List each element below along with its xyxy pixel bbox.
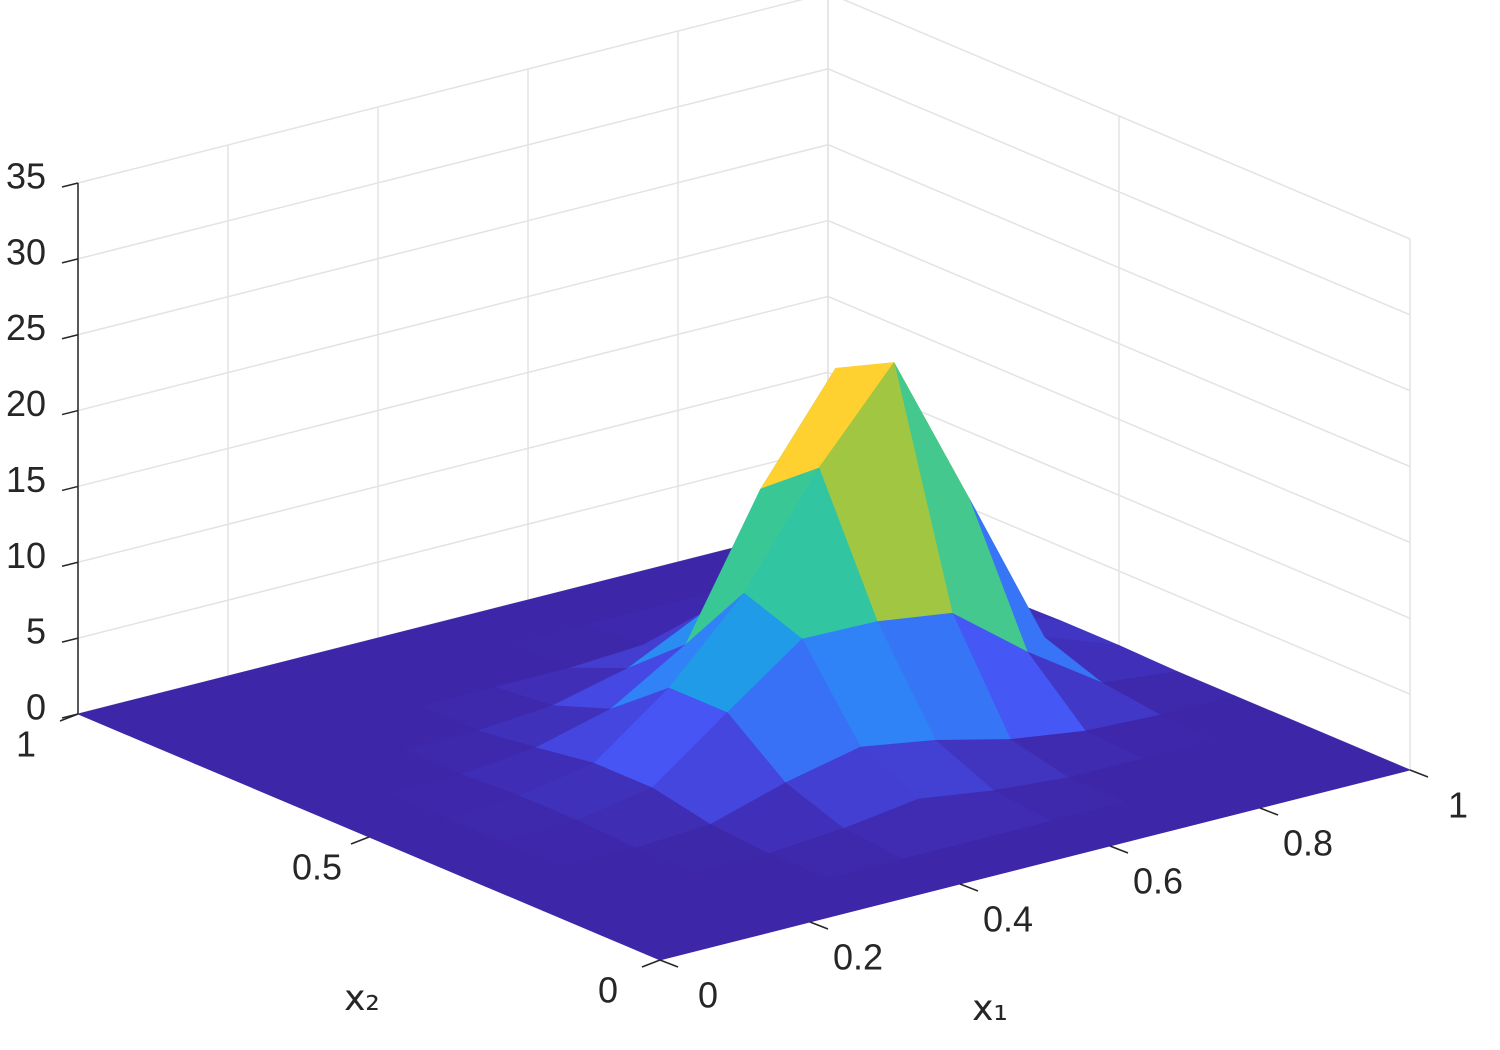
tick-mark xyxy=(61,637,79,643)
tick-mark xyxy=(59,713,79,722)
tick-mark xyxy=(1409,769,1429,778)
grid-line xyxy=(77,371,829,564)
grid-line xyxy=(77,68,829,260)
tick-mark xyxy=(641,959,661,968)
surface xyxy=(77,362,1411,961)
z-tick-label: 30 xyxy=(6,231,46,272)
tick-mark xyxy=(659,959,679,968)
y-tick-label: 1 xyxy=(16,724,36,765)
x-tick-label: 1 xyxy=(1448,785,1468,826)
grid-line xyxy=(77,447,829,639)
grid-line xyxy=(77,219,829,412)
z-tick-label: 20 xyxy=(6,383,46,424)
z-tick-label: 35 xyxy=(6,156,46,197)
tick-mark xyxy=(61,333,79,340)
tick-mark xyxy=(61,409,79,416)
y-tick-label: 0.5 xyxy=(292,847,342,888)
y-tick-label: 0 xyxy=(598,970,618,1011)
x-axis-label: x₁ xyxy=(972,988,1008,1029)
grid-line xyxy=(77,143,829,336)
tick-mark xyxy=(61,182,79,188)
tick-mark xyxy=(61,485,79,492)
x-tick-label: 0 xyxy=(698,975,718,1016)
grid-line xyxy=(77,295,829,488)
y-axis-label: x₂ xyxy=(344,978,380,1019)
grid-line xyxy=(77,0,804,184)
z-tick-label: 10 xyxy=(6,535,46,576)
tick-mark xyxy=(350,836,370,845)
x-tick-label: 0.2 xyxy=(833,937,883,978)
x-tick-label: 0.4 xyxy=(983,899,1033,940)
z-tick-label: 0 xyxy=(26,687,46,728)
surface-facet xyxy=(601,916,736,961)
x-tick-label: 0.8 xyxy=(1283,823,1333,864)
tick-mark xyxy=(61,561,79,568)
tick-mark xyxy=(1109,845,1129,854)
tick-mark xyxy=(61,258,79,264)
tick-mark xyxy=(1259,807,1279,816)
x-tick-label: 0.6 xyxy=(1133,861,1183,902)
grid xyxy=(77,0,1411,771)
z-tick-label: 15 xyxy=(6,459,46,500)
tick-mark xyxy=(959,883,979,892)
z-tick-label: 25 xyxy=(6,307,46,348)
z-tick-label: 5 xyxy=(26,611,46,652)
tick-mark xyxy=(809,921,829,930)
